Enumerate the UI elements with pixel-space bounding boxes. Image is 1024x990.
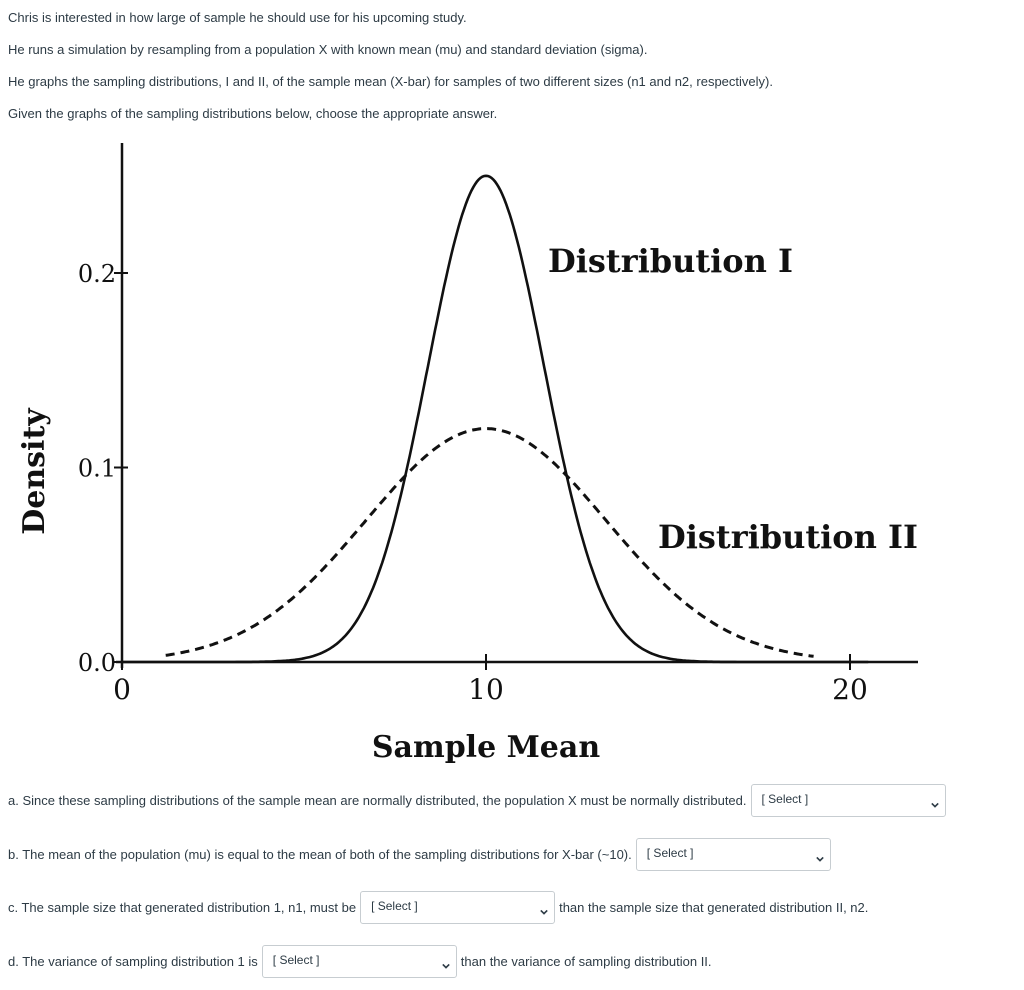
question-c-text: c. The sample size that generated distri… — [8, 900, 357, 915]
x-axis-label: Sample Mean — [372, 730, 600, 765]
question-b-select[interactable]: [ Select ] — [635, 838, 831, 871]
distribution-1-label: Distribution I — [548, 242, 793, 280]
y-tick-label: 0.2 — [78, 260, 116, 288]
x-tick-label: 10 — [468, 673, 504, 706]
chevron-down-icon — [442, 963, 450, 969]
question-d-select[interactable]: [ Select ] — [261, 945, 457, 978]
chevron-down-icon — [540, 909, 548, 915]
chevron-down-icon — [815, 856, 824, 862]
question-d-text: d. The variance of sampling distribution… — [8, 954, 258, 969]
y-tick-label: 0.1 — [78, 455, 116, 483]
chevron-down-icon — [930, 802, 939, 808]
question-d-text-after: than the variance of sampling distributi… — [460, 954, 712, 969]
intro-line-4: Given the graphs of the sampling distrib… — [8, 106, 498, 121]
question-c: c. The sample size that generated distri… — [8, 891, 868, 924]
distribution-2-curve — [165, 427, 814, 658]
question-a: a. Since these sampling distributions of… — [8, 784, 950, 817]
question-a-select[interactable]: [ Select ] — [750, 784, 946, 817]
question-b: b. The mean of the population (mu) is eq… — [8, 838, 835, 871]
intro-line-2: He runs a simulation by resampling from … — [8, 42, 648, 57]
question-d: d. The variance of sampling distribution… — [8, 945, 712, 978]
distribution-2-label: Distribution II — [658, 518, 918, 556]
distribution-1-curve — [122, 174, 869, 664]
question-b-text: b. The mean of the population (mu) is eq… — [8, 847, 632, 862]
chart-svg: 0.0 0.1 0.2 0 10 20 Sample Mean Density Distribu… — [17, 143, 918, 765]
y-axis-label: Density — [17, 407, 52, 535]
intro-line-1: Chris is interested in how large of samp… — [8, 10, 467, 25]
y-tick-label: 0.0 — [78, 649, 116, 677]
question-d-select-value: [ Select ] — [272, 953, 320, 967]
question-a-text: a. Since these sampling distributions of… — [8, 793, 747, 808]
question-c-text-after: than the sample size that generated dist… — [559, 900, 869, 915]
sampling-distribution-chart: 0.0 0.1 0.2 0 10 20 Sample Mean Density Distribu… — [0, 135, 930, 765]
question-c-select[interactable]: [ Select ] — [360, 891, 556, 924]
intro-line-3: He graphs the sampling distributions, I … — [8, 74, 773, 89]
question-c-select-value: [ Select ] — [371, 899, 418, 913]
question-b-select-value: [ Select ] — [646, 846, 694, 860]
x-tick-label: 0 — [113, 673, 131, 706]
x-tick-label: 20 — [832, 673, 868, 706]
question-a-select-value: [ Select ] — [761, 792, 809, 806]
